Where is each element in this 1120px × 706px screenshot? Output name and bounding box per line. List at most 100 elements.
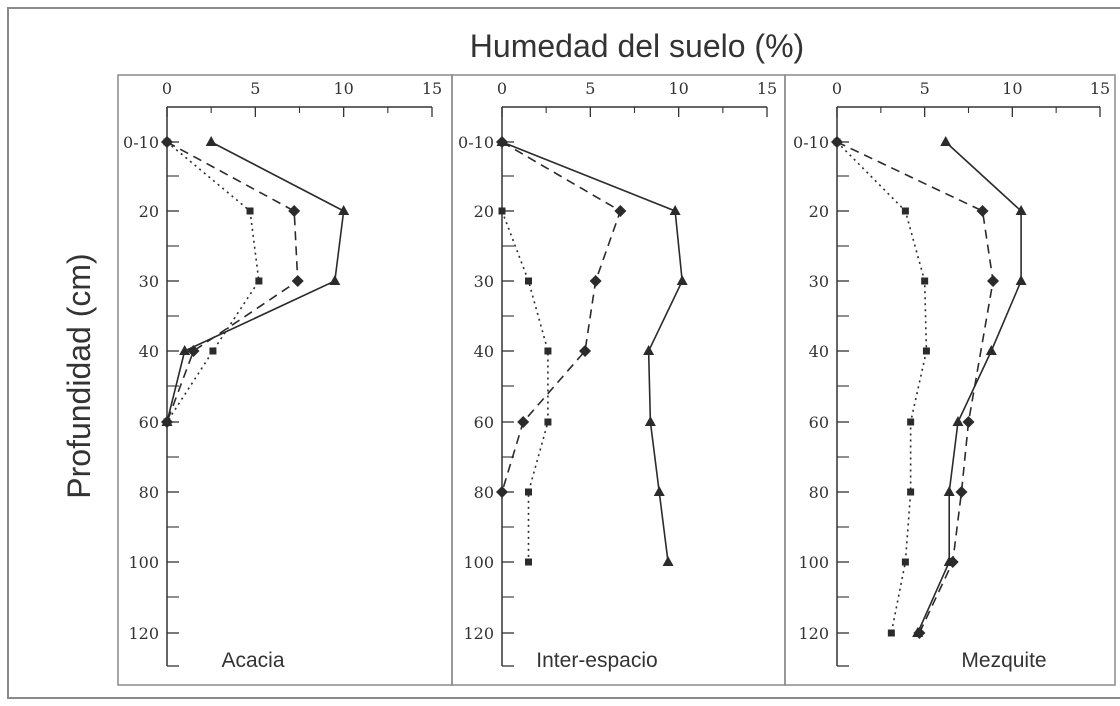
y-tick-label: 20 [809, 202, 829, 221]
data-point-square [887, 629, 895, 637]
y-tick-label: 80 [809, 483, 829, 502]
y-tick-label: 40 [474, 342, 494, 361]
data-point-square [901, 207, 909, 215]
data-point-square [525, 558, 532, 566]
data-point-diamond [976, 205, 989, 217]
data-point-square [498, 207, 506, 215]
x-tick-label: 15 [757, 79, 777, 98]
data-point-triangle [205, 136, 217, 146]
y-axis-label: Profundidad (cm) [61, 253, 97, 498]
x-tick-label: 5 [250, 79, 260, 98]
data-point-diamond [291, 275, 304, 287]
data-point-square [922, 347, 930, 355]
panel-frame [117, 74, 453, 686]
x-tick-label: 10 [668, 79, 688, 98]
x-tick-label: 5 [920, 79, 930, 98]
y-tick-label: 120 [128, 624, 159, 643]
y-tick-label: 40 [139, 342, 159, 361]
panel-inter-espacio: 0 5 10 15 0-10 20 30 40 60 80 100 120 Inter-espacio [451, 74, 786, 686]
y-tick-label: 80 [139, 483, 159, 502]
data-point-triangle [644, 416, 656, 426]
x-tick-label: 0 [162, 79, 172, 98]
series-line-square [836, 141, 928, 634]
y-tick-label: 100 [798, 553, 829, 572]
series-line-triangle [166, 141, 345, 423]
y-tick-label: 0-10 [458, 133, 494, 152]
data-point-diamond [288, 205, 301, 217]
y-tick-label: 80 [474, 483, 494, 502]
series-line-square [166, 141, 260, 423]
data-point-diamond [579, 345, 592, 357]
data-point-square [163, 138, 171, 146]
y-tick-label: 20 [139, 202, 159, 221]
y-tick-label: 100 [128, 553, 159, 572]
data-point-square [525, 488, 532, 496]
data-point-triangle [329, 275, 341, 285]
data-point-square [544, 418, 552, 426]
y-tick-label: 120 [798, 624, 829, 643]
y-tick-label: 30 [809, 272, 829, 291]
data-point-triangle [1015, 205, 1027, 215]
x-tick-label: 10 [1002, 79, 1022, 98]
series-line-diamond [166, 141, 299, 423]
data-point-diamond [955, 486, 968, 498]
data-point-square [209, 347, 217, 355]
data-point-diamond [517, 416, 530, 428]
series-line-triangle [916, 141, 1022, 634]
x-tick-label: 0 [497, 79, 507, 98]
data-point-diamond [589, 275, 602, 287]
data-point-square [833, 138, 841, 146]
data-point-triangle [669, 205, 681, 215]
data-point-triangle [985, 345, 997, 355]
data-point-diamond [614, 205, 627, 217]
data-point-diamond [913, 627, 926, 639]
data-point-triangle [1015, 275, 1027, 285]
series-line-diamond [501, 141, 622, 493]
data-point-triangle [338, 205, 350, 215]
y-tick-label: 0-10 [793, 133, 829, 152]
x-tick-label: 10 [333, 79, 353, 98]
y-tick-label: 30 [139, 272, 159, 291]
data-point-triangle [952, 416, 964, 426]
y-tick-label: 60 [139, 413, 159, 432]
data-point-triangle [940, 136, 952, 146]
series-line-triangle [501, 141, 684, 563]
panel-label: Inter-espacio [536, 649, 657, 672]
data-point-square [246, 207, 254, 215]
data-point-triangle [653, 486, 665, 496]
figure-title: Humedad del suelo (%) [470, 28, 804, 64]
y-tick-label: 60 [474, 413, 494, 432]
panel-mezquite: 0 5 10 15 0-10 20 30 40 60 80 100 120 Mezquite [784, 74, 1116, 686]
y-tick-label: 120 [463, 624, 494, 643]
panel-label: Acacia [221, 649, 284, 672]
outer-frame [7, 7, 1120, 699]
data-point-diamond [962, 416, 975, 428]
data-point-diamond [946, 556, 959, 568]
data-point-triangle [662, 556, 674, 566]
series-line-diamond [836, 141, 994, 634]
data-point-diamond [496, 486, 508, 498]
data-point-diamond [187, 345, 200, 357]
data-point-square [901, 558, 909, 566]
data-point-square [907, 488, 915, 496]
data-point-triangle [943, 486, 955, 496]
data-point-triangle [676, 275, 688, 285]
data-point-square [163, 418, 171, 426]
y-tick-label: 100 [463, 553, 494, 572]
x-tick-label: 5 [585, 79, 595, 98]
data-point-square [907, 418, 915, 426]
data-point-diamond [987, 275, 1000, 287]
y-tick-label: 40 [809, 342, 829, 361]
panel-label: Mezquite [961, 649, 1046, 672]
panels: 0 5 10 15 0-10 20 30 40 60 80 100 120 Acacia 0 5 10 15 0-… [117, 74, 1116, 686]
data-point-square [544, 347, 552, 355]
x-tick-label: 15 [422, 79, 442, 98]
data-point-square [255, 277, 263, 285]
y-tick-label: 60 [809, 413, 829, 432]
data-point-triangle [179, 345, 191, 355]
data-point-square [525, 277, 532, 285]
x-tick-label: 15 [1090, 79, 1110, 98]
data-point-square [921, 277, 929, 285]
